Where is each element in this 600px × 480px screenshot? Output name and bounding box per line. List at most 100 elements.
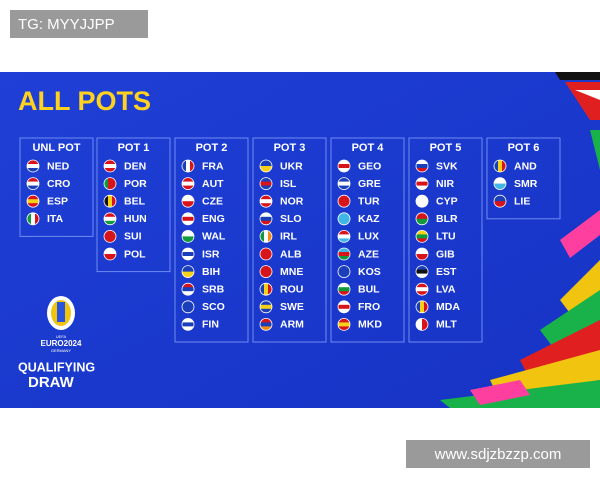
pot-name: POT 3 xyxy=(274,142,306,154)
flag-stripe xyxy=(416,185,428,190)
panel xyxy=(0,72,600,408)
flag xyxy=(494,177,506,190)
flag-rim xyxy=(415,265,429,279)
flag xyxy=(260,195,272,208)
team-code: BEL xyxy=(124,195,146,207)
logo-host: GERMANY xyxy=(51,348,72,353)
flag-stripe xyxy=(182,306,194,313)
flag xyxy=(104,195,116,208)
flag-stripe xyxy=(338,168,350,172)
logo xyxy=(47,296,75,330)
flag-stripe xyxy=(260,181,272,186)
team-code: IRL xyxy=(280,231,298,243)
watermark-top: TG: MYYJJPP xyxy=(18,16,115,33)
pot-box xyxy=(19,137,94,237)
flag-stripe xyxy=(108,177,113,190)
flag-stripe xyxy=(416,218,428,225)
team-code: AND xyxy=(514,160,537,172)
flag-rim xyxy=(259,159,273,173)
flag-stripe xyxy=(27,181,39,186)
flag-stripe xyxy=(416,160,428,165)
flag-stripe xyxy=(338,230,350,235)
flag-stripe xyxy=(182,195,194,202)
flag-stripe xyxy=(494,160,499,172)
flag-stripe xyxy=(260,322,272,327)
logo-event: EURO2024 xyxy=(41,339,82,348)
team-code: MNE xyxy=(280,266,303,278)
team-code: FRA xyxy=(202,160,224,172)
team-code: CYP xyxy=(436,195,458,207)
flag-stripe xyxy=(27,164,39,169)
flag xyxy=(416,283,428,296)
flag-rim xyxy=(259,317,273,331)
flag-stripe xyxy=(31,212,36,225)
flag-stripe xyxy=(182,181,194,186)
flag-stripe xyxy=(104,220,116,225)
flag-stripe xyxy=(104,177,109,190)
flag-stripe xyxy=(338,308,350,313)
flag-stripe xyxy=(182,271,194,278)
team-code: HUN xyxy=(124,213,147,225)
flag-stripe xyxy=(338,265,350,272)
flag xyxy=(338,160,350,172)
flag-stripe xyxy=(416,201,428,208)
flag-stripe xyxy=(416,230,428,235)
flag-stripe xyxy=(416,234,428,239)
flag xyxy=(338,212,350,225)
flag-rim xyxy=(337,282,351,296)
team-code: BLR xyxy=(436,213,458,225)
flag xyxy=(416,318,428,331)
flag xyxy=(338,283,350,296)
team-code: KAZ xyxy=(358,213,380,225)
flag-rim xyxy=(493,159,507,173)
flag-rim xyxy=(337,317,351,331)
flag-stripe xyxy=(260,199,272,204)
flag-rim xyxy=(337,159,351,173)
flag-stripe xyxy=(338,195,350,202)
flag xyxy=(27,160,39,172)
flag xyxy=(27,212,39,225)
flag-stripe xyxy=(104,230,116,235)
flag-stripe xyxy=(416,177,428,182)
flag-stripe xyxy=(182,201,194,208)
flag-rim xyxy=(181,265,195,279)
flag-stripe xyxy=(260,203,272,208)
flag-rim xyxy=(415,247,429,261)
flag-stripe xyxy=(182,252,194,257)
decor-stripes xyxy=(440,72,600,408)
flag-rim xyxy=(181,229,195,243)
flag-rim xyxy=(337,247,351,261)
flag-stripe xyxy=(182,220,194,225)
flag xyxy=(182,212,194,225)
flag-stripe xyxy=(182,318,194,323)
team-code: LIE xyxy=(514,195,530,207)
flag-stripe xyxy=(338,300,350,306)
flag-stripe xyxy=(186,160,191,172)
pot-box xyxy=(408,137,483,343)
flag-stripe xyxy=(260,212,272,218)
flag xyxy=(260,318,272,331)
flag-stripe xyxy=(104,248,116,255)
flag-stripe xyxy=(494,177,506,184)
flag-rim xyxy=(103,194,117,208)
flag-rim xyxy=(181,282,195,296)
team-code: SUI xyxy=(124,231,142,243)
team-code: GEO xyxy=(358,160,381,172)
flag-stripe xyxy=(260,216,272,222)
flag-stripe xyxy=(338,164,350,169)
flag-rim xyxy=(415,177,429,191)
flag-stripe xyxy=(182,287,194,292)
flag-stripe xyxy=(260,166,272,172)
flag-stripe xyxy=(182,256,194,260)
flag-stripe xyxy=(182,185,194,190)
logo-line1: QUALIFYING xyxy=(18,360,95,374)
flag-stripe xyxy=(104,212,116,218)
flag-stripe xyxy=(494,183,506,190)
flag-stripe xyxy=(260,318,272,323)
watermark-box xyxy=(406,440,590,468)
pot-box xyxy=(174,137,249,343)
flag-stripe xyxy=(182,283,194,288)
flag-stripe xyxy=(338,291,350,296)
flag-rim xyxy=(415,194,429,208)
